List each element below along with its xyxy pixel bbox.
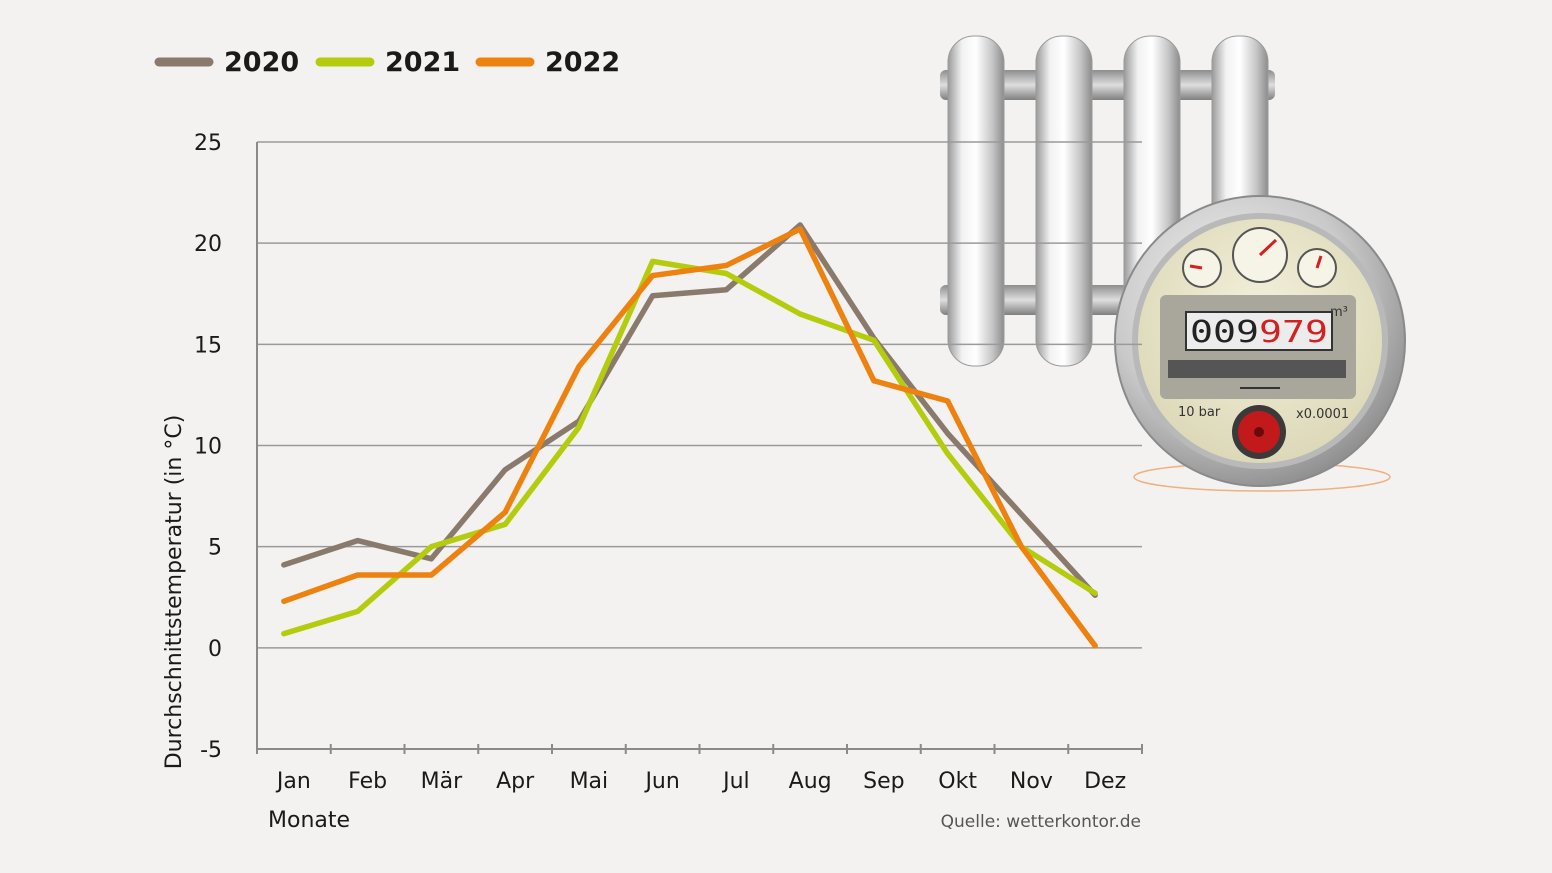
gauge-needle-right <box>1315 255 1323 269</box>
multiplier-label: x0.0001 <box>1296 407 1349 422</box>
data-point-2022-aug <box>797 226 803 232</box>
y-axis-tick-labels: 25 20 15 10 5 0 -5 <box>194 131 222 763</box>
data-point-2020-jan <box>281 562 287 568</box>
x-tick-label-jun: Jun <box>643 769 679 794</box>
chart-gridlines <box>257 141 1142 649</box>
y-tick-label: 20 <box>194 232 222 257</box>
legend-label-2022: 2022 <box>545 47 620 78</box>
meter-unit-label: m³ <box>1330 305 1348 320</box>
data-point-2021-dez <box>1092 590 1098 596</box>
x-tick-label-jan: Jan <box>275 769 311 794</box>
x-tick-label-okt: Okt <box>938 769 977 794</box>
data-point-2021-jul <box>723 271 729 277</box>
meter-flow-wheel-hub <box>1254 427 1264 437</box>
x-tick-label-sep: Sep <box>863 769 904 794</box>
data-point-2022-sep <box>871 378 877 384</box>
chart-series <box>281 222 1098 649</box>
x-axis-title: Monate <box>268 808 350 833</box>
x-tick-label-aug: Aug <box>789 769 832 794</box>
chart-axes <box>256 142 1143 754</box>
radiator-fin-1 <box>947 35 1005 367</box>
data-point-2021-okt <box>945 451 951 457</box>
gas-meter-illustration: 009 979 m³ 10 bar x0.0001 <box>1114 195 1406 492</box>
data-point-2021-aug <box>797 311 803 317</box>
y-tick-label: 5 <box>208 536 222 561</box>
data-point-2021-feb <box>355 608 361 614</box>
data-point-2021-apr <box>502 521 508 527</box>
gauge-needle-center <box>1258 238 1278 257</box>
legend-label-2020: 2020 <box>224 47 299 78</box>
y-tick-label: 15 <box>194 333 222 358</box>
data-point-2022-feb <box>355 572 361 578</box>
data-point-2022-jun <box>650 273 656 279</box>
chart-legend: 2020 2021 2022 <box>154 47 620 78</box>
legend-label-2021: 2021 <box>385 47 460 78</box>
x-tick-label-jul: Jul <box>721 769 750 794</box>
series-line-2022 <box>281 226 1098 649</box>
data-point-2020-aug <box>797 222 803 228</box>
data-point-2022-dez <box>1092 643 1098 649</box>
data-point-2021-jun <box>650 258 656 264</box>
x-axis-tick-labels: Jan Feb Mär Apr Mai Jun Jul Aug Sep Okt Nov Dez <box>275 769 1126 794</box>
data-point-2020-okt <box>945 430 951 436</box>
radiator-pipe-top <box>940 70 1275 100</box>
x-tick-label-apr: Apr <box>496 769 535 794</box>
data-point-2020-nov <box>1018 511 1024 517</box>
data-point-2020-jun <box>650 293 656 299</box>
y-tick-label: -5 <box>200 738 222 763</box>
y-tick-label: 0 <box>208 637 222 662</box>
meter-counter-window <box>1185 311 1333 351</box>
data-point-2022-mär <box>428 572 434 578</box>
data-point-2021-mai <box>576 424 582 430</box>
data-point-2020-feb <box>355 538 361 544</box>
pressure-label: 10 bar <box>1178 405 1221 420</box>
x-tick-label-nov: Nov <box>1010 769 1053 794</box>
data-point-2020-mär <box>428 556 434 562</box>
source-note: Quelle: wetterkontor.de <box>941 812 1141 832</box>
data-point-2021-mär <box>428 544 434 550</box>
y-tick-label: 25 <box>194 131 222 156</box>
data-point-2022-okt <box>945 398 951 404</box>
data-point-2021-jan <box>281 631 287 637</box>
data-point-2022-apr <box>502 509 508 515</box>
x-tick-label-mär: Mär <box>421 769 463 794</box>
data-point-2022-mai <box>576 364 582 370</box>
x-tick-label-feb: Feb <box>348 769 387 794</box>
data-point-2022-jul <box>723 262 729 268</box>
gauge-needle-left <box>1189 264 1203 270</box>
meter-counter-digits: 009 979 <box>1190 315 1328 350</box>
x-tick-label-dez: Dez <box>1084 769 1126 794</box>
meter-bar-strip <box>1168 360 1346 378</box>
data-point-2020-apr <box>502 467 508 473</box>
y-axis-title: Durchschnittstemperatur (in °C) <box>162 415 187 770</box>
radiator-fin-2 <box>1035 35 1093 367</box>
x-tick-label-mai: Mai <box>570 769 609 794</box>
y-tick-label: 10 <box>194 435 222 460</box>
data-point-2022-jan <box>281 598 287 604</box>
data-point-2021-sep <box>871 337 877 343</box>
data-point-2020-jul <box>723 287 729 293</box>
data-point-2022-nov <box>1018 544 1024 550</box>
series-line-2021 <box>281 258 1098 637</box>
